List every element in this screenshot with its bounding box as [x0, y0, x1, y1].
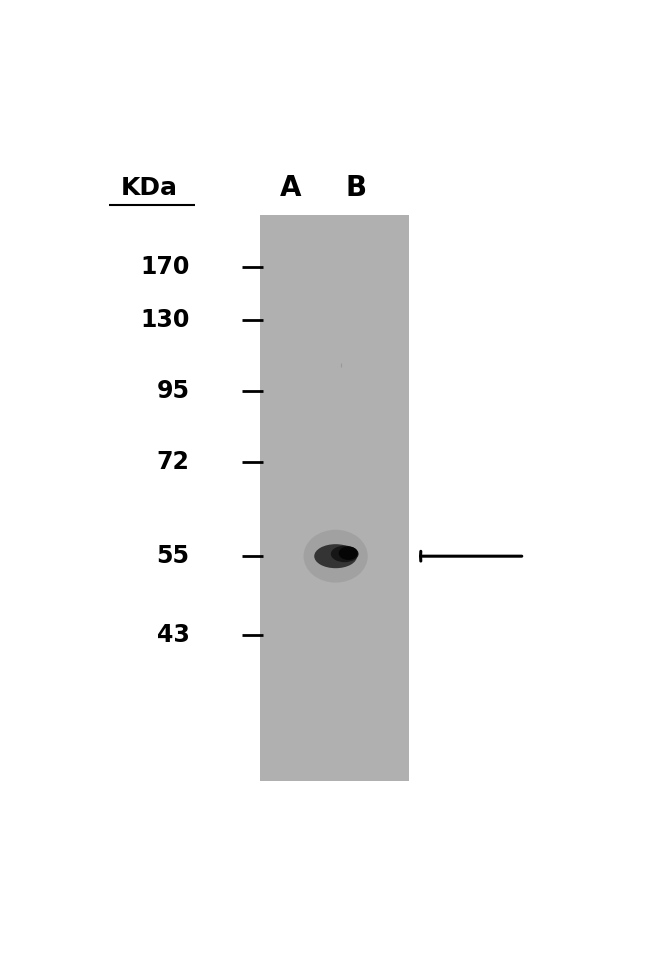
- Text: B: B: [345, 175, 367, 203]
- Text: 72: 72: [157, 450, 190, 475]
- Text: 95: 95: [157, 379, 190, 403]
- Ellipse shape: [339, 546, 358, 560]
- Text: 55: 55: [157, 544, 190, 568]
- Ellipse shape: [331, 546, 359, 563]
- Text: 130: 130: [140, 308, 190, 332]
- Text: KDa: KDa: [121, 176, 177, 200]
- Bar: [260, 214, 409, 781]
- Text: 170: 170: [140, 255, 190, 279]
- Text: A: A: [280, 175, 301, 203]
- Text: 43: 43: [157, 623, 190, 647]
- Ellipse shape: [314, 544, 357, 568]
- Ellipse shape: [304, 529, 368, 583]
